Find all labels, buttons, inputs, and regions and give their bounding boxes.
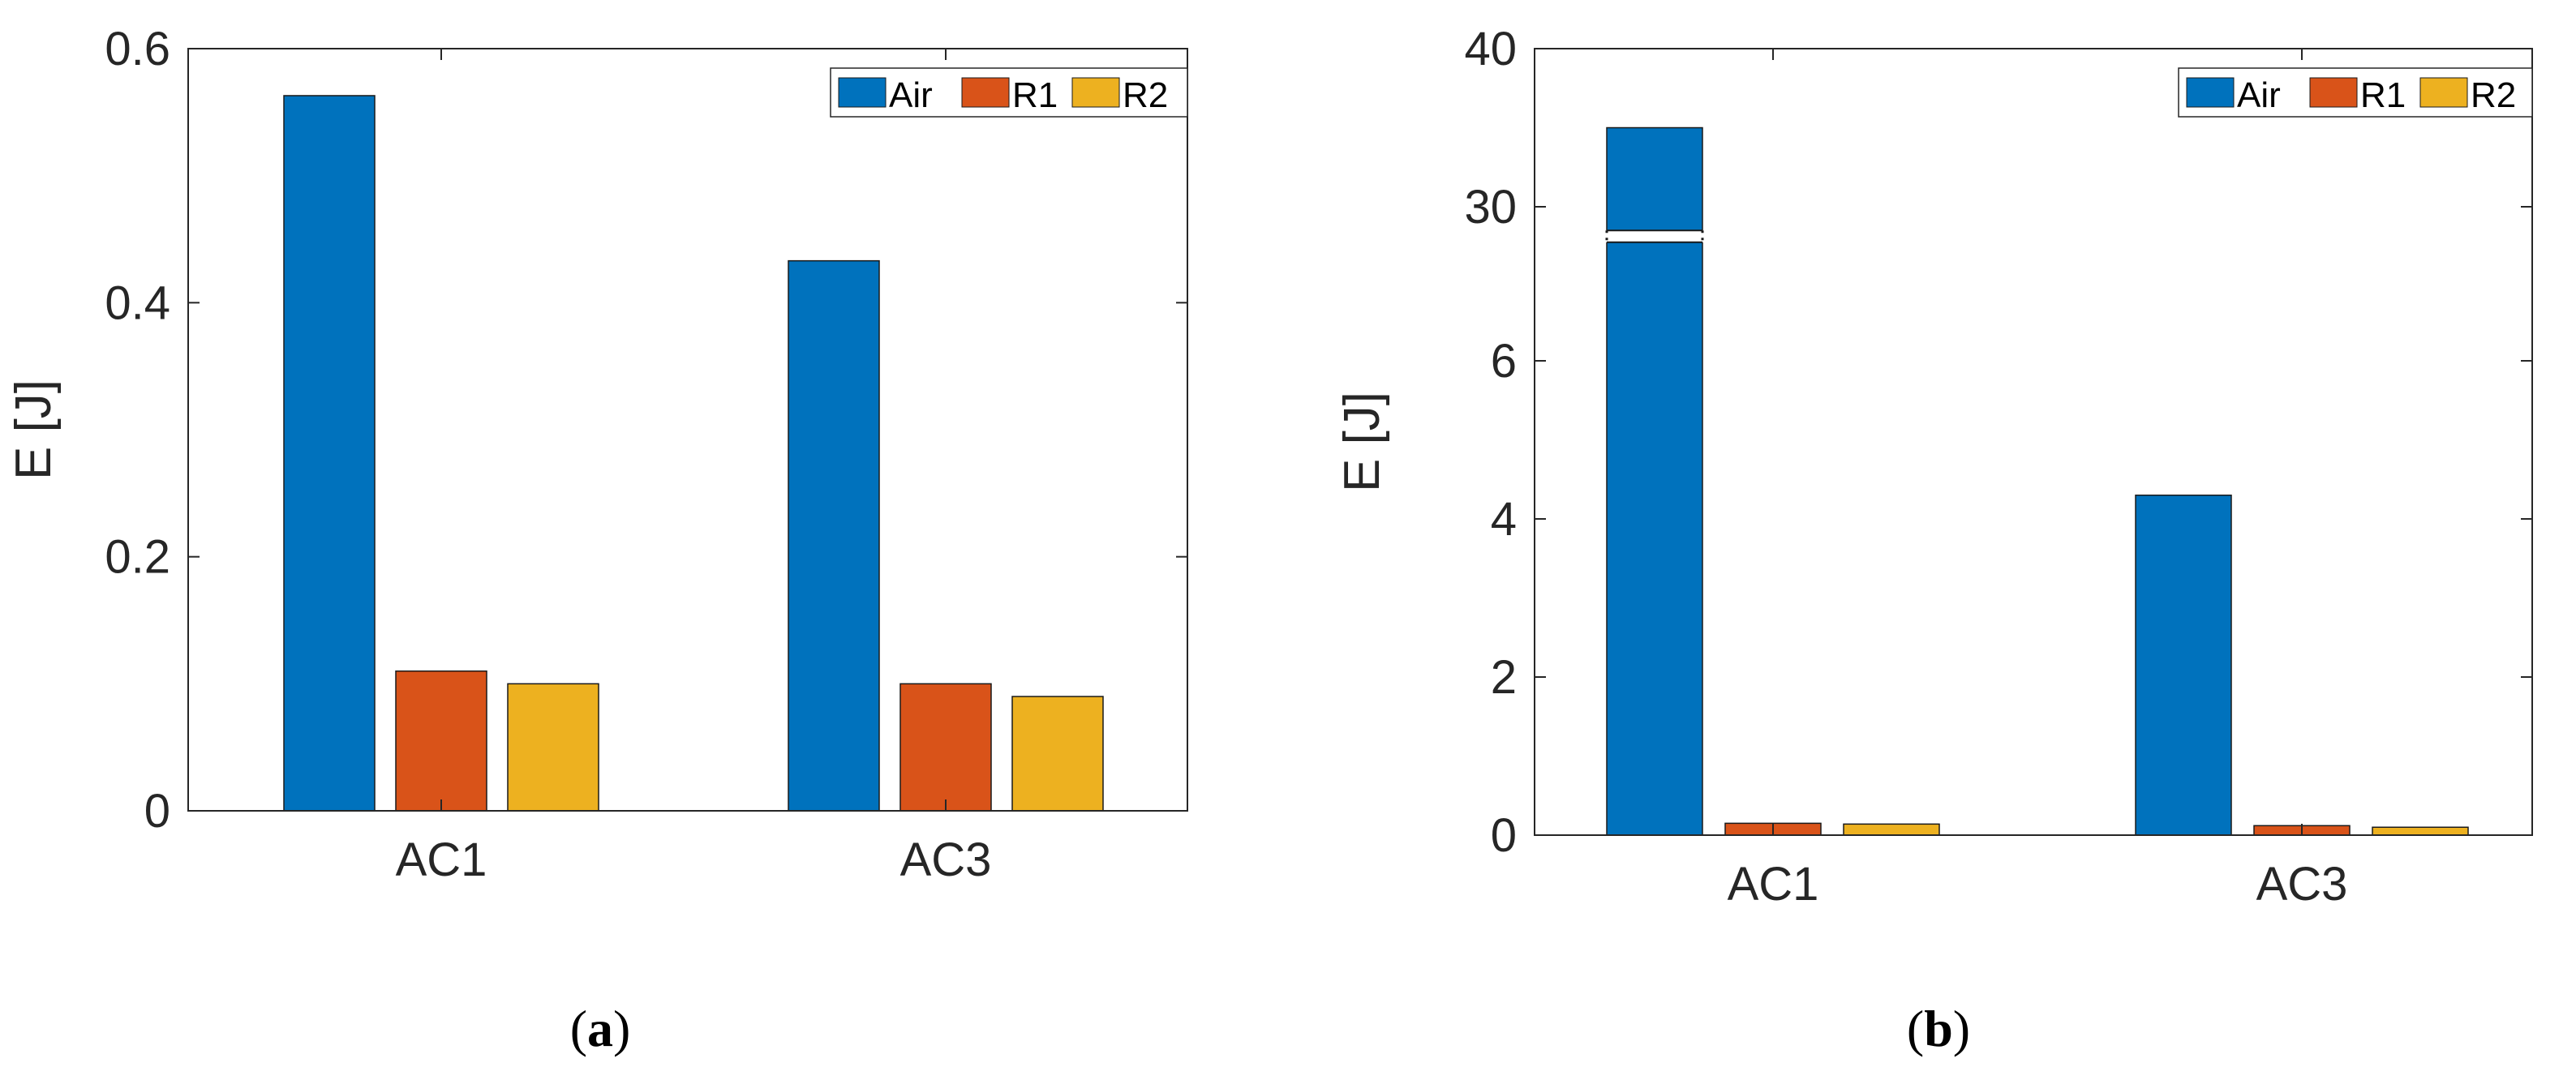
- legend-swatch-r1: [2309, 77, 2358, 108]
- x-tick-label: AC1: [1728, 858, 1819, 911]
- panel-caption: (a): [570, 1000, 631, 1057]
- y-tick-label: 4: [1491, 493, 1517, 546]
- legend-swatch-air: [838, 77, 887, 108]
- axes-box: [187, 48, 1188, 812]
- panel-caption: (b): [1907, 1000, 1970, 1057]
- panel-a: 0 0.2 0.4 0.6 AC1 AC3 E [J] Air R1 R2 (a): [6, 23, 1188, 1057]
- y-tick-label: 0.2: [105, 531, 170, 584]
- legend: Air R1 R2: [2178, 67, 2533, 118]
- panel-b: 0 2 4 6 30 40 AC1 AC3 E [J] Air R1 R2 (b): [1334, 23, 2533, 1057]
- y-tick-label: 30: [1464, 181, 1517, 234]
- bar-air-ac3: [788, 259, 880, 812]
- legend-swatch-air: [2186, 77, 2235, 108]
- y-tick-label: 2: [1491, 651, 1517, 704]
- legend-label-r2: R2: [2471, 75, 2516, 115]
- y-tick-label: 0: [144, 785, 170, 838]
- x-tick-label: AC3: [2256, 858, 2348, 911]
- y-tick-label: 6: [1491, 335, 1517, 388]
- legend: Air R1 R2: [830, 67, 1188, 118]
- bar-r2-ac1: [507, 683, 599, 812]
- axes-box: [1534, 48, 2533, 836]
- bar-air-ac3: [2135, 495, 2232, 836]
- y-axis-label: E [J]: [6, 379, 62, 480]
- bar-r2-ac3: [1011, 696, 1104, 812]
- legend-label-air: Air: [889, 75, 933, 115]
- legend-swatch-r1: [961, 77, 1010, 108]
- legend-label-r1: R1: [1012, 75, 1058, 115]
- y-axis-label: E [J]: [1334, 392, 1390, 492]
- x-tick-label: AC1: [396, 834, 487, 886]
- bar-air-ac1: [283, 95, 376, 812]
- legend-swatch-r2: [1071, 77, 1120, 108]
- legend-swatch-r2: [2419, 77, 2468, 108]
- bar-r1-ac1: [395, 670, 487, 812]
- y-tick-label: 0.6: [105, 23, 170, 75]
- legend-label-air: Air: [2237, 75, 2281, 115]
- bar-r2-ac3: [2372, 826, 2469, 836]
- y-tick-label: 0: [1491, 809, 1517, 862]
- axis-break-gap: [1606, 230, 1703, 242]
- y-tick-label: 0.4: [105, 276, 170, 329]
- x-tick-label: AC3: [900, 834, 992, 886]
- legend-label-r1: R1: [2360, 75, 2406, 115]
- bar-r1-ac3: [899, 683, 992, 812]
- y-tick-label: 40: [1464, 23, 1517, 75]
- bar-r2-ac1: [1843, 823, 1940, 836]
- bar-air-ac1: [1606, 126, 1703, 836]
- legend-label-r2: R2: [1123, 75, 1168, 115]
